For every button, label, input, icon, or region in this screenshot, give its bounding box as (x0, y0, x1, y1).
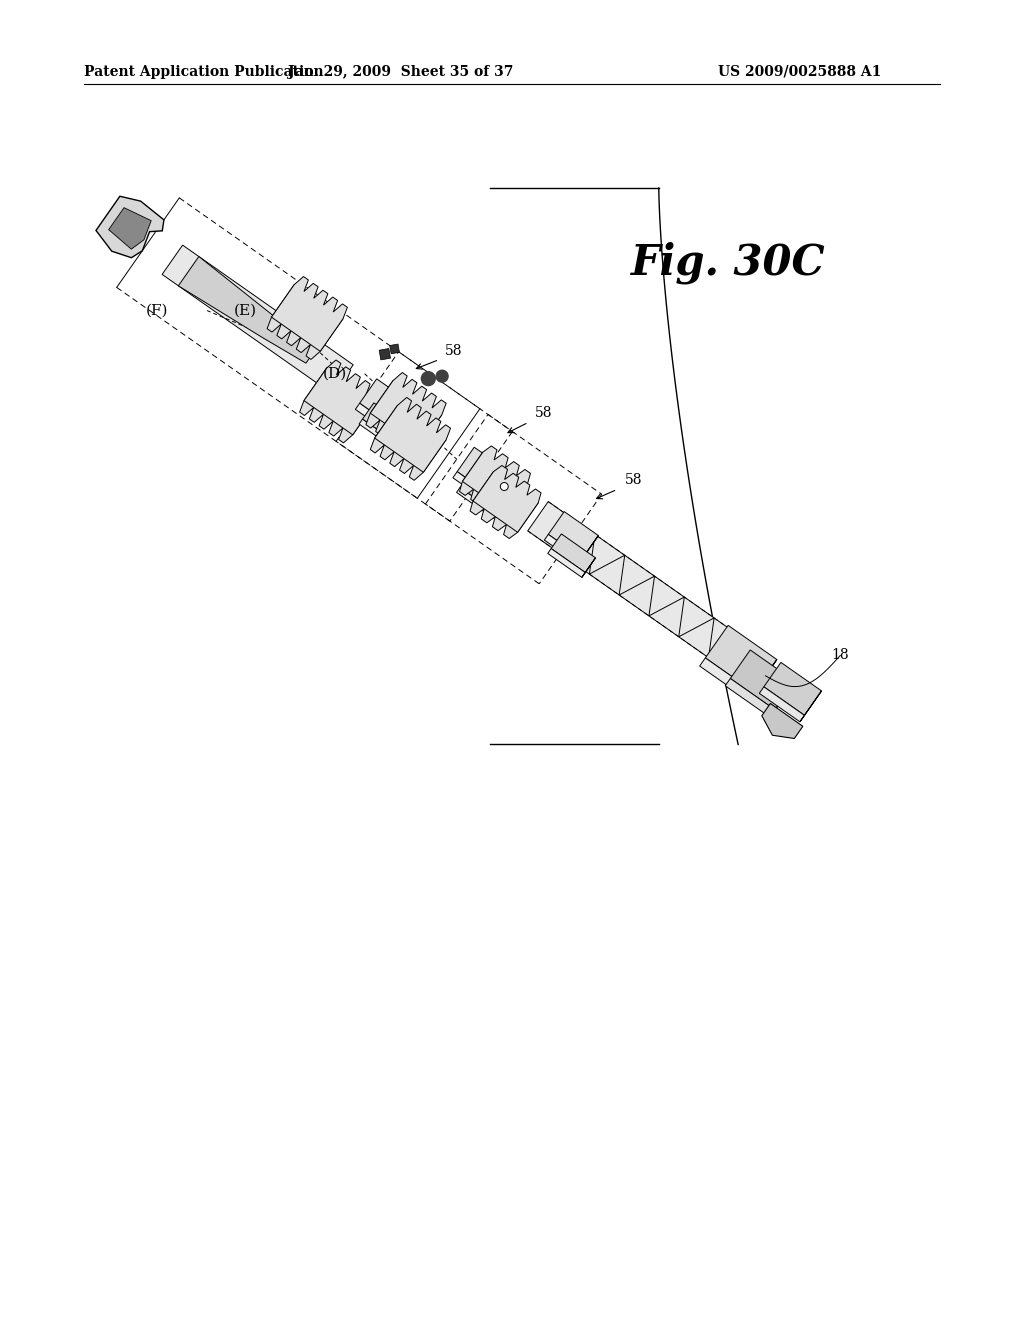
Text: US 2009/0025888 A1: US 2009/0025888 A1 (718, 65, 882, 79)
Polygon shape (359, 379, 414, 429)
Polygon shape (392, 404, 414, 436)
Polygon shape (375, 397, 451, 473)
Polygon shape (371, 405, 446, 480)
Circle shape (501, 483, 508, 491)
Polygon shape (764, 663, 821, 715)
Polygon shape (371, 372, 446, 447)
Polygon shape (395, 429, 411, 450)
Polygon shape (527, 502, 768, 685)
Polygon shape (304, 360, 380, 434)
Text: 58: 58 (625, 473, 642, 487)
Text: 58: 58 (445, 343, 463, 358)
Circle shape (421, 372, 435, 385)
Polygon shape (473, 466, 541, 532)
Polygon shape (109, 207, 152, 249)
Polygon shape (548, 549, 586, 577)
Polygon shape (460, 471, 508, 513)
Polygon shape (579, 536, 598, 564)
Polygon shape (489, 473, 511, 503)
Text: 58: 58 (535, 407, 552, 420)
Polygon shape (162, 246, 353, 395)
Polygon shape (362, 403, 411, 445)
Polygon shape (457, 447, 511, 498)
Text: 18: 18 (831, 648, 849, 663)
Polygon shape (457, 487, 497, 517)
Polygon shape (271, 276, 347, 351)
Polygon shape (178, 256, 315, 363)
Polygon shape (267, 285, 343, 359)
Text: (E): (E) (233, 304, 257, 318)
Polygon shape (770, 681, 795, 717)
Polygon shape (548, 512, 598, 558)
Polygon shape (359, 420, 399, 450)
Text: Patent Application Publication: Patent Application Publication (84, 65, 324, 79)
Polygon shape (494, 496, 508, 517)
Polygon shape (551, 533, 596, 573)
Polygon shape (762, 704, 803, 738)
Polygon shape (453, 471, 494, 503)
Polygon shape (730, 649, 795, 710)
Polygon shape (582, 558, 596, 577)
Polygon shape (725, 678, 775, 717)
Polygon shape (390, 345, 399, 354)
Text: Jan. 29, 2009  Sheet 35 of 37: Jan. 29, 2009 Sheet 35 of 37 (288, 65, 514, 79)
Polygon shape (460, 453, 527, 519)
Circle shape (436, 370, 449, 383)
Text: Fig. 30C: Fig. 30C (631, 242, 825, 284)
Polygon shape (470, 471, 539, 539)
Polygon shape (96, 197, 164, 257)
Polygon shape (545, 535, 583, 564)
Polygon shape (760, 686, 805, 722)
Polygon shape (379, 348, 390, 360)
Polygon shape (366, 380, 441, 455)
Text: (D): (D) (323, 367, 347, 380)
Polygon shape (800, 690, 821, 722)
Polygon shape (699, 657, 754, 700)
Text: (F): (F) (146, 304, 169, 318)
Polygon shape (706, 626, 777, 692)
Polygon shape (355, 403, 396, 436)
Polygon shape (463, 446, 530, 512)
Polygon shape (749, 660, 777, 700)
Polygon shape (300, 368, 376, 442)
